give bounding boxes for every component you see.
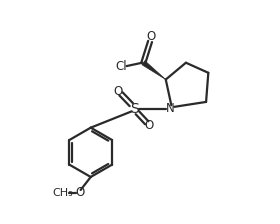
Text: CH₃: CH₃	[52, 188, 73, 198]
Text: O: O	[114, 85, 123, 98]
Text: S: S	[130, 102, 139, 116]
Text: O: O	[144, 119, 154, 132]
Text: O: O	[75, 186, 84, 199]
Text: O: O	[146, 30, 155, 43]
Polygon shape	[142, 61, 166, 80]
Text: Cl: Cl	[115, 60, 127, 73]
Text: N: N	[166, 102, 175, 115]
